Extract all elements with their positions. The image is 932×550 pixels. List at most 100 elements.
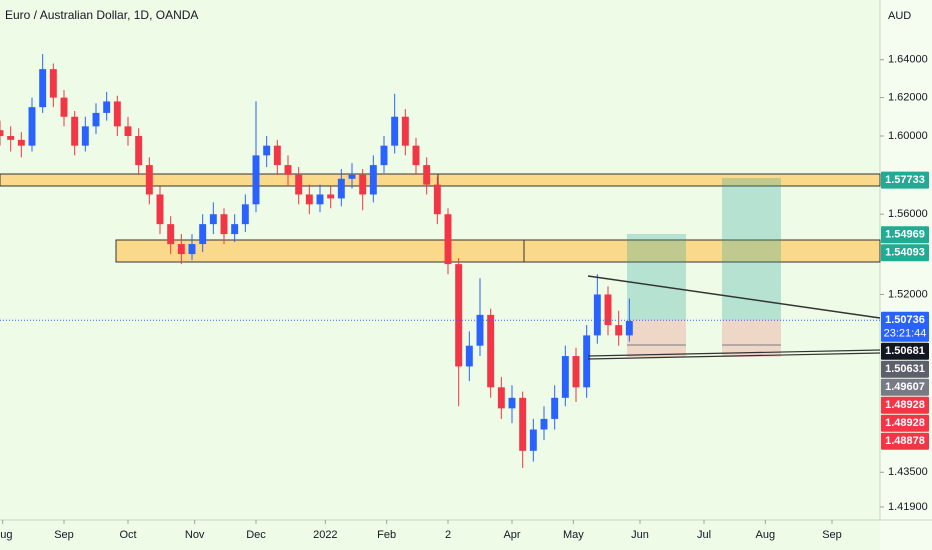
x-tick-label: Jun bbox=[631, 529, 649, 541]
candle-body bbox=[444, 214, 452, 265]
candle-body bbox=[327, 194, 335, 199]
y-tick-label: 1.64000 bbox=[888, 54, 928, 66]
candle-body bbox=[380, 145, 388, 166]
candle-body bbox=[604, 294, 612, 326]
candle-body bbox=[17, 139, 25, 146]
candle-body bbox=[561, 356, 569, 398]
candle-body bbox=[252, 155, 260, 205]
candle-body bbox=[401, 116, 409, 146]
price-label-box bbox=[881, 311, 929, 342]
candle-body bbox=[199, 224, 207, 245]
candle-body bbox=[124, 126, 132, 136]
x-tick-label: Feb bbox=[377, 529, 396, 541]
candle-body bbox=[615, 325, 623, 336]
x-tick-label: Jul bbox=[697, 529, 711, 541]
candle-body bbox=[209, 214, 217, 225]
price-label: 1.54093 bbox=[885, 247, 925, 259]
price-label: 1.54969 bbox=[885, 229, 925, 241]
candle-body bbox=[529, 429, 537, 451]
trendline bbox=[587, 352, 881, 360]
candle-body bbox=[337, 178, 345, 199]
y-tick-label: 1.41900 bbox=[888, 501, 928, 513]
stop-box bbox=[722, 320, 781, 357]
candle-body bbox=[295, 174, 303, 195]
price-label-box bbox=[881, 244, 929, 262]
candle-body bbox=[508, 397, 516, 409]
candle-body bbox=[316, 194, 324, 205]
candle-body bbox=[263, 145, 271, 156]
chart-title: Euro / Australian Dollar, 1D, OANDA bbox=[5, 8, 198, 22]
x-tick-label: Aug bbox=[0, 529, 12, 541]
price-label: 1.48928 bbox=[885, 399, 925, 411]
x-tick-label: Aug bbox=[756, 529, 776, 541]
x-tick-label: 2 bbox=[445, 529, 451, 541]
y-tick-label: 1.60000 bbox=[888, 130, 928, 142]
candle-body bbox=[113, 101, 121, 127]
y-tick-label: 1.52000 bbox=[888, 288, 928, 300]
price-label-box bbox=[881, 378, 929, 396]
candle-body bbox=[156, 194, 164, 225]
trendline bbox=[587, 275, 881, 319]
currency-label: AUD bbox=[888, 10, 911, 22]
candle-body bbox=[593, 294, 601, 336]
price-label: 1.57733 bbox=[885, 174, 925, 186]
candle-body bbox=[305, 194, 313, 205]
candle-body bbox=[359, 174, 367, 195]
candle-body bbox=[519, 397, 527, 451]
candle-body bbox=[583, 335, 591, 388]
target-box bbox=[722, 178, 781, 320]
price-label: 1.48878 bbox=[885, 435, 925, 447]
x-tick-label: Sep bbox=[54, 529, 74, 541]
x-tick-label: Nov bbox=[185, 529, 205, 541]
candle-body bbox=[423, 165, 431, 185]
candle-body bbox=[348, 174, 356, 179]
candle-body bbox=[188, 244, 196, 255]
candle-body bbox=[497, 387, 505, 409]
price-label-box bbox=[881, 414, 929, 432]
candle-body bbox=[7, 135, 15, 140]
x-tick-label: 2022 bbox=[313, 529, 337, 541]
candle-body bbox=[220, 214, 228, 235]
y-tick-label: 1.43500 bbox=[888, 466, 928, 478]
price-label-box bbox=[881, 360, 929, 378]
candle-body bbox=[391, 116, 399, 146]
candle-body bbox=[177, 244, 185, 255]
candle-body bbox=[487, 314, 495, 388]
y-tick-label: 1.62000 bbox=[888, 92, 928, 104]
price-label-box bbox=[881, 171, 929, 189]
candle-body bbox=[551, 397, 559, 419]
candle-body bbox=[0, 130, 4, 136]
x-tick-label: Apr bbox=[503, 529, 520, 541]
target-box bbox=[627, 234, 686, 320]
candle-body bbox=[625, 321, 633, 336]
candle-body bbox=[369, 165, 377, 195]
x-tick-label: Oct bbox=[119, 529, 136, 541]
candle-body bbox=[103, 101, 111, 113]
price-label-box bbox=[881, 396, 929, 414]
candle-body bbox=[455, 264, 463, 367]
candle-body bbox=[135, 135, 143, 166]
candle-body bbox=[476, 314, 484, 346]
price-label: 1.48928 bbox=[885, 417, 925, 429]
stop-box bbox=[627, 320, 686, 357]
candle-body bbox=[241, 204, 249, 225]
price-label: 1.50736 bbox=[885, 314, 925, 326]
countdown: 23:21:44 bbox=[884, 328, 927, 340]
candle-body bbox=[71, 116, 79, 146]
price-label-box bbox=[881, 342, 929, 360]
trendline bbox=[587, 349, 881, 357]
price-label: 1.50631 bbox=[885, 363, 925, 375]
candle-body bbox=[167, 224, 175, 245]
candle-body bbox=[412, 145, 420, 166]
support-zone bbox=[115, 239, 881, 263]
candle-body bbox=[92, 112, 100, 127]
candle-body bbox=[49, 69, 57, 98]
candle-body bbox=[81, 126, 89, 146]
price-axis bbox=[880, 0, 932, 550]
price-label-box bbox=[881, 432, 929, 450]
candle-body bbox=[540, 418, 548, 430]
price-label: 1.50681 bbox=[885, 345, 925, 357]
candle-body bbox=[433, 184, 441, 215]
